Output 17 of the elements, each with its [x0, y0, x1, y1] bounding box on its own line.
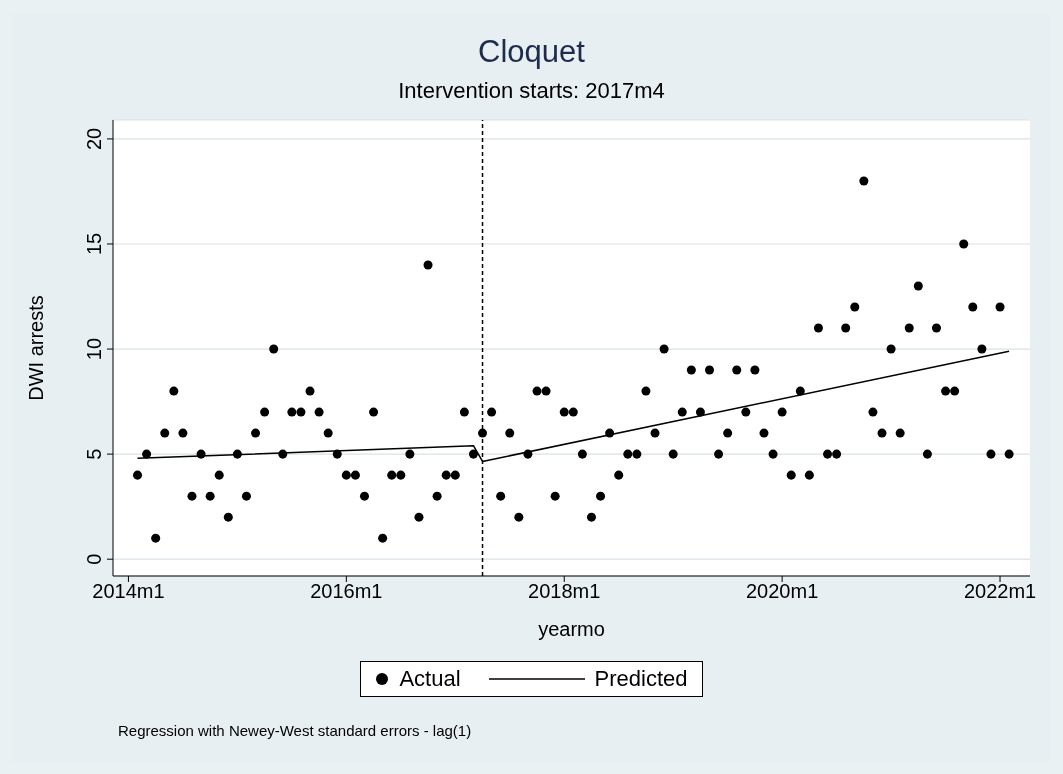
x-tick-label: 2020m1 — [746, 580, 819, 603]
y-tick-label: 15 — [83, 232, 105, 256]
chart-subtitle: Intervention starts: 2017m4 — [397, 78, 666, 104]
legend-label: Predicted — [594, 666, 688, 692]
x-tick-label: 2022m1 — [963, 580, 1037, 603]
x-tick-label: 2014m1 — [92, 580, 165, 603]
chart-title: Cloquet — [477, 34, 586, 70]
x-axis-title: yearmo — [538, 618, 605, 640]
x-tick-label: 2016m1 — [310, 580, 383, 603]
legend-label: Actual — [399, 666, 461, 692]
y-tick-label: 20 — [83, 127, 105, 151]
y-tick-label: 0 — [83, 553, 105, 565]
y-tick-label: 10 — [83, 337, 105, 361]
text: Regression with Newey-West standard errors - lag(1) — [118, 722, 472, 739]
x-tick-label: 2018m1 — [528, 580, 601, 603]
y-axis-title: DWI arrests — [25, 295, 48, 401]
y-tick-label: 5 — [83, 448, 105, 460]
